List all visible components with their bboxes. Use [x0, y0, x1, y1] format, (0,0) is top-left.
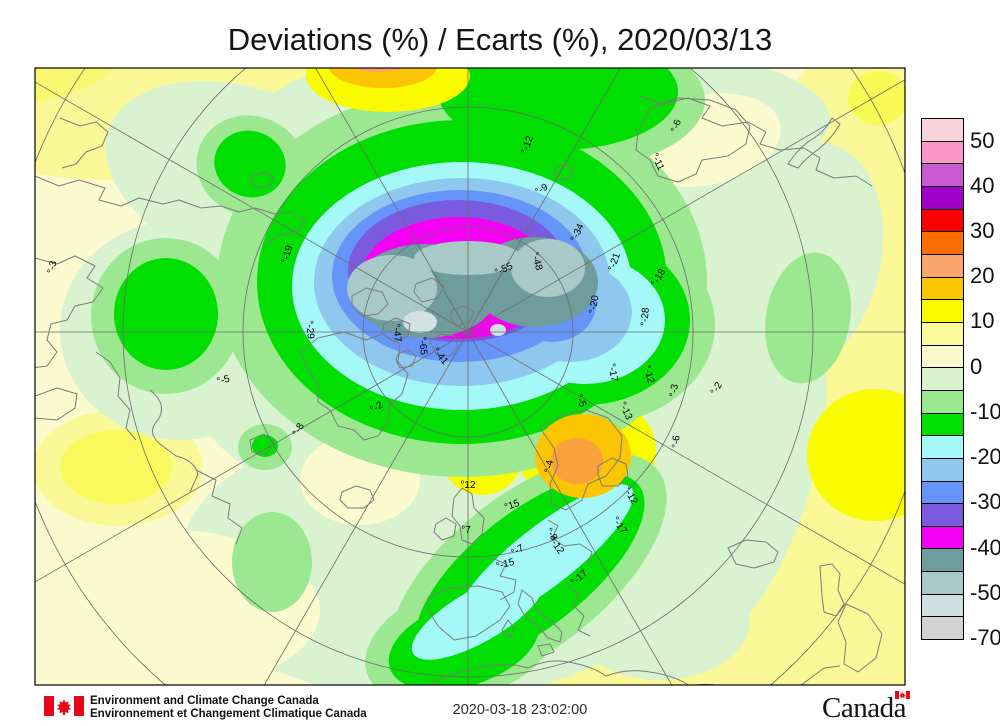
- contour-label: °-47: [390, 323, 403, 343]
- colorbar-label: -20: [970, 444, 1000, 470]
- colorbar-label: -10: [970, 398, 1000, 424]
- colorbar-labels: 50 40 30 20 10 0 -10 -20 -30 -40 -50 -70: [970, 118, 1000, 648]
- colorbar-cell: [922, 345, 963, 369]
- colorbar-cell: [922, 300, 963, 323]
- colorbar-cell: [922, 164, 963, 187]
- contour-label: °-4: [543, 459, 556, 474]
- contour-label: °-65: [416, 336, 429, 356]
- colorbar-cell: [922, 617, 963, 640]
- colorbar: [921, 118, 964, 640]
- colorbar-cell: [922, 481, 963, 505]
- colorbar-label: 0: [970, 353, 983, 379]
- contour-label: °7: [461, 525, 471, 536]
- colorbar-cell: [922, 413, 963, 437]
- colorbar-label: 20: [970, 263, 995, 289]
- colorbar-cell: [922, 119, 963, 142]
- colorbar-label: -50: [970, 579, 1000, 605]
- contour-label: °-5: [573, 393, 589, 410]
- colorbar-cell: [922, 209, 963, 233]
- contour-label: °-29: [303, 320, 316, 340]
- colorbar-cell: [922, 232, 963, 255]
- colorbar-cell: [922, 526, 963, 550]
- contour-label: °12: [460, 480, 476, 491]
- contour-label: °-6: [670, 434, 682, 448]
- colorbar-label: -70: [970, 625, 1000, 650]
- canada-flag-icon: [44, 696, 84, 716]
- colorbar-cell: [922, 390, 963, 414]
- colorbar-cell: [922, 572, 963, 595]
- contour-label: °-12: [641, 364, 657, 385]
- contour-fills: [35, 68, 905, 685]
- colorbar-label: 30: [970, 218, 995, 244]
- contour-label: °-17: [605, 363, 619, 384]
- contour-label: °-5: [216, 373, 232, 387]
- wordmark-flag-icon: [894, 691, 910, 699]
- colorbar-cell: [922, 277, 963, 301]
- contour-label: °-28: [639, 307, 652, 327]
- generation-timestamp: 2020-03-18 23:02:00: [452, 702, 588, 718]
- contour-label: °-19: [280, 244, 296, 265]
- colorbar-cell: [922, 458, 963, 482]
- colorbar-label: -30: [970, 489, 1000, 515]
- coastlines: [35, 95, 883, 685]
- colorbar-cell: [922, 186, 963, 210]
- colorbar-label: 10: [970, 308, 995, 334]
- agency-name: Environment and Climate Change Canada En…: [90, 695, 367, 721]
- colorbar-label: -40: [970, 534, 1000, 560]
- contour-label: °-20: [588, 294, 602, 315]
- contour-label: °-48: [529, 251, 545, 272]
- contour-label: °-3: [668, 383, 681, 398]
- colorbar-cell: [922, 141, 963, 165]
- colorbar-label: 50: [970, 127, 995, 153]
- contour-label: °-6: [669, 118, 684, 134]
- agency-name-fr: Environnement et Changement Climatique C…: [90, 708, 367, 720]
- map-frame: [34, 67, 906, 686]
- canada-wordmark-text: Canada: [822, 692, 906, 724]
- colorbar-cell: [922, 436, 963, 459]
- page-title: Deviations (%) / Ecarts (%), 2020/03/13: [227, 22, 773, 57]
- colorbar-cell: [922, 504, 963, 527]
- contour-label: °15: [503, 498, 521, 514]
- canada-wordmark: Canada: [822, 691, 910, 725]
- colorbar-cell: [922, 322, 963, 346]
- contour-label: °-15: [495, 557, 516, 573]
- colorbar-cell: [922, 594, 963, 618]
- colorbar-label: 40: [970, 172, 995, 198]
- colorbar-cell: [922, 549, 963, 573]
- colorbar-cell: [922, 254, 963, 278]
- colorbar-cell: [922, 368, 963, 391]
- agency-name-en: Environment and Climate Change Canada: [90, 695, 319, 707]
- contour-label: °-3: [46, 259, 60, 275]
